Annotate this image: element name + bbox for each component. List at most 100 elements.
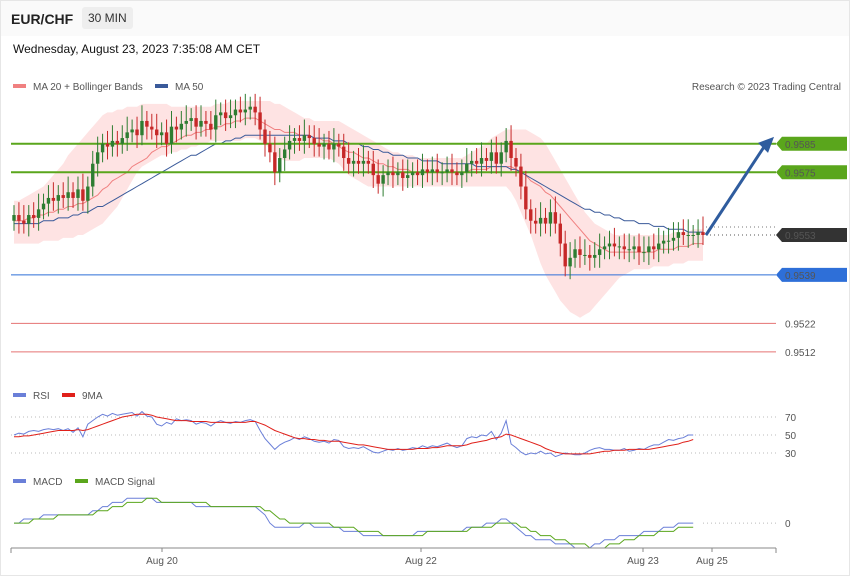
candle xyxy=(214,115,218,130)
candle xyxy=(100,143,105,153)
candle xyxy=(174,126,179,130)
candle xyxy=(435,169,439,173)
candle xyxy=(159,132,164,136)
candle xyxy=(597,249,602,255)
candle xyxy=(376,175,380,184)
level-tag-0.9585: 0.9585 xyxy=(776,136,847,151)
candle xyxy=(351,160,356,164)
candle xyxy=(184,120,188,124)
projection-arrow-shaft xyxy=(704,146,766,236)
candle xyxy=(287,140,292,150)
candle xyxy=(366,160,371,164)
x-tick-label: Aug 20 xyxy=(146,556,178,567)
current-price-tag xyxy=(776,228,847,242)
candle xyxy=(22,220,26,224)
candle xyxy=(17,215,21,221)
candle xyxy=(622,246,626,250)
candle xyxy=(568,257,572,267)
x-tick-label: Aug 22 xyxy=(405,556,437,567)
candle xyxy=(135,129,139,136)
candle xyxy=(312,138,316,144)
candle xyxy=(573,249,577,258)
x-tick-label: Aug 25 xyxy=(696,556,728,567)
candle xyxy=(150,126,154,130)
candle xyxy=(455,172,459,176)
legend-macd-signal-swatch xyxy=(75,479,88,483)
macd-signal-line xyxy=(14,497,694,549)
candle xyxy=(51,197,56,201)
candle xyxy=(179,123,184,130)
legend-ma20-label: MA 20 + Bollinger Bands xyxy=(33,82,143,93)
level-label-0.9522: 0.9522 xyxy=(785,319,816,330)
candle xyxy=(632,246,636,250)
candle xyxy=(199,120,203,127)
candle xyxy=(145,120,149,127)
level-tag-0.9539: 0.9539 xyxy=(776,267,847,282)
candle xyxy=(125,132,129,139)
candle xyxy=(460,172,464,176)
candle xyxy=(637,246,641,253)
legend-ma50-label: MA 50 xyxy=(175,82,204,93)
candle xyxy=(81,189,85,201)
rsi-ma-line xyxy=(14,413,694,455)
candles-group xyxy=(12,93,705,280)
candle xyxy=(110,140,115,147)
x-tick-label: Aug 23 xyxy=(627,556,659,567)
candle xyxy=(494,152,498,164)
candle xyxy=(593,254,597,258)
candle xyxy=(297,138,302,141)
candle xyxy=(31,215,36,218)
candle xyxy=(489,152,494,161)
candle xyxy=(307,135,311,139)
candle xyxy=(445,169,449,173)
candle xyxy=(514,158,518,167)
candle xyxy=(71,192,75,198)
candle xyxy=(248,106,252,110)
candle xyxy=(278,158,282,173)
candle xyxy=(253,106,257,113)
candle xyxy=(169,126,174,144)
candle xyxy=(27,215,31,224)
candle xyxy=(519,166,523,187)
timeframe-button[interactable]: 30 MIN xyxy=(82,7,133,29)
candle xyxy=(263,129,267,144)
rsi-line xyxy=(13,410,694,458)
candle xyxy=(410,172,415,176)
candle xyxy=(548,212,553,224)
candle xyxy=(686,235,690,236)
level-label-0.9585: 0.9585 xyxy=(785,140,816,151)
candle xyxy=(130,129,134,133)
rsi-tick-70: 70 xyxy=(785,413,797,424)
candle xyxy=(238,109,243,113)
candle xyxy=(381,175,385,184)
rsi-tick-30: 30 xyxy=(785,449,797,460)
candle xyxy=(12,215,16,221)
candle xyxy=(396,172,400,176)
candle xyxy=(391,172,395,176)
candle xyxy=(327,143,331,150)
candle xyxy=(642,252,646,254)
candle xyxy=(617,246,622,248)
candle xyxy=(499,152,503,164)
candle xyxy=(233,109,238,116)
candle xyxy=(56,195,60,201)
candle xyxy=(228,115,233,119)
candle xyxy=(583,254,587,256)
candle xyxy=(223,112,228,119)
candle xyxy=(371,163,375,176)
candle xyxy=(671,237,676,241)
candle xyxy=(558,223,562,244)
candle xyxy=(484,158,489,161)
candle xyxy=(268,143,272,153)
candle xyxy=(332,143,336,150)
level-tag-bg xyxy=(776,267,847,282)
level-tag-0.9575: 0.9575 xyxy=(776,165,847,180)
candle xyxy=(401,172,405,178)
candle xyxy=(322,143,326,147)
candle xyxy=(588,254,592,258)
candle xyxy=(647,246,651,253)
candle xyxy=(661,240,666,244)
candle xyxy=(701,232,705,235)
candle xyxy=(204,120,208,124)
